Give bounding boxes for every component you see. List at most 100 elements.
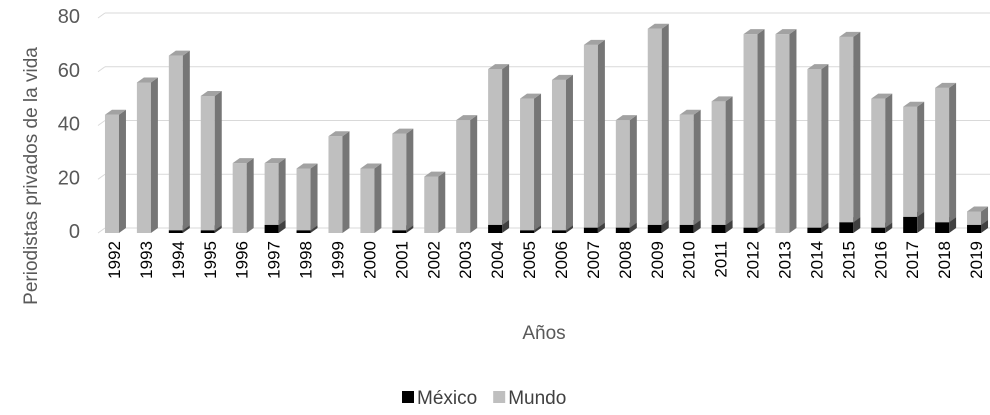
bar-side — [150, 77, 158, 233]
bar-side — [534, 93, 542, 231]
bar-side — [629, 222, 637, 233]
bar-front — [583, 44, 598, 228]
bar-front — [424, 176, 439, 233]
x-tick-label: 2017 — [903, 241, 922, 279]
y-tick-label: 0 — [69, 221, 80, 243]
bar-top — [903, 101, 925, 107]
gridline-edge — [97, 66, 106, 73]
bar-top — [136, 77, 158, 83]
bar-front — [200, 230, 215, 233]
bar-front — [775, 34, 790, 233]
x-tick-label: 2016 — [871, 241, 890, 279]
gridline-edge — [97, 12, 106, 19]
bar-side — [118, 109, 126, 233]
bar-front — [200, 95, 215, 231]
bar-top — [424, 171, 446, 177]
bar-mundo-2016 — [871, 93, 893, 228]
bar-side — [246, 158, 254, 233]
bar-side — [757, 29, 765, 228]
x-tick-label: 1998 — [297, 241, 316, 279]
legend-item-méxico: México — [402, 388, 477, 409]
bar-front — [679, 114, 694, 225]
x-tick-label: 2014 — [807, 241, 826, 279]
y-tick-label: 20 — [58, 167, 80, 189]
bar-front — [711, 101, 726, 225]
bar-front — [615, 120, 630, 228]
bar-top — [871, 93, 893, 99]
bar-mundo-1993 — [136, 77, 158, 233]
bar-mundo-2006 — [551, 74, 573, 231]
bar-mundo-2003 — [456, 115, 478, 233]
x-tick-label: 2006 — [552, 241, 571, 279]
bar-mundo-2019 — [967, 206, 989, 225]
bar-mundo-2013 — [775, 29, 797, 233]
bar-top — [456, 115, 478, 121]
x-tick-label: 2004 — [488, 241, 507, 279]
bar-front — [296, 230, 311, 233]
bar-top — [679, 109, 701, 115]
bar-top — [168, 50, 190, 56]
x-tick-label: 2000 — [360, 241, 379, 279]
bar-front — [168, 230, 183, 233]
bar-side — [182, 225, 190, 233]
legend-label: Mundo — [508, 388, 566, 409]
bar-side — [853, 217, 861, 233]
bar-side — [502, 64, 510, 225]
bar-mundo-2012 — [743, 29, 765, 228]
x-tick-label: 1994 — [169, 241, 188, 279]
bar-top — [488, 64, 510, 70]
bar-mundo-2009 — [647, 23, 669, 225]
bar-front — [903, 216, 918, 233]
bar-side — [853, 31, 861, 223]
bar-side — [917, 211, 925, 233]
bar-top — [807, 64, 829, 70]
bar-side — [278, 219, 286, 233]
bar-side — [342, 131, 350, 233]
bar-top — [839, 31, 861, 37]
y-tick-label: 60 — [58, 60, 80, 82]
x-tick-label: 2007 — [584, 241, 603, 279]
gridline-edge — [97, 227, 106, 234]
bar-top — [264, 158, 286, 164]
bar-top — [296, 163, 318, 169]
bar-front — [520, 230, 535, 233]
bar-mundo-1999 — [328, 131, 350, 233]
bar-side — [470, 115, 478, 233]
bar-front — [615, 227, 630, 233]
bar-side — [502, 219, 510, 233]
bar-front — [967, 211, 982, 225]
bar-front — [551, 230, 566, 233]
y-tick-label: 40 — [58, 114, 80, 136]
bar-mundo-2004 — [488, 64, 510, 225]
x-tick-label: 2012 — [744, 241, 763, 279]
bar-front — [296, 168, 311, 231]
bars — [104, 23, 989, 233]
bar-mundo-1992 — [104, 109, 126, 233]
bar-side — [821, 64, 829, 228]
bar-front — [807, 227, 822, 233]
bar-side — [661, 219, 669, 233]
x-tick-label: 2008 — [616, 241, 635, 279]
bar-top — [328, 131, 350, 137]
bar-top — [360, 163, 382, 169]
bar-side — [725, 96, 733, 225]
bar-side — [821, 222, 829, 233]
x-tick-label: 2002 — [424, 241, 443, 279]
legend-swatch — [493, 391, 506, 403]
x-tick-label: 2010 — [680, 241, 699, 279]
bar-side — [565, 225, 573, 233]
bar-top — [232, 158, 254, 164]
bar-mundo-2005 — [520, 93, 542, 231]
y-tick-label: 80 — [58, 6, 80, 28]
bar-mundo-1997 — [264, 158, 286, 225]
bar-side — [949, 217, 957, 233]
bar-front — [935, 87, 950, 223]
bar-mundo-2001 — [392, 128, 414, 231]
bar-front — [104, 114, 119, 233]
bar-front — [647, 224, 662, 233]
bar-side — [534, 225, 542, 233]
bar-mundo-2018 — [935, 82, 957, 223]
bar-top — [743, 29, 765, 35]
bar-front — [967, 224, 982, 233]
bar-front — [903, 106, 918, 217]
